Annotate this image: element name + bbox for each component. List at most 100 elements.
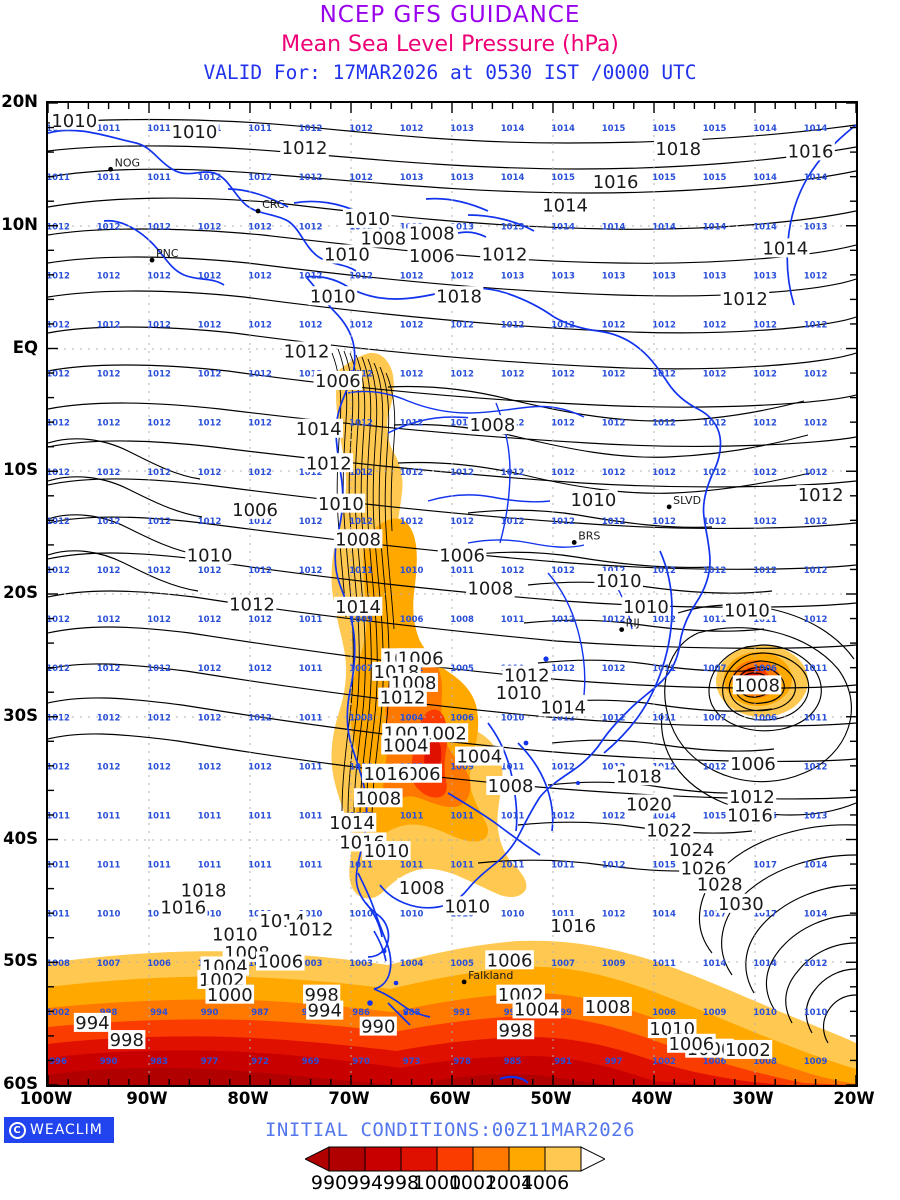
- grid-point-value: 1012: [299, 468, 323, 478]
- grid-point-value: 1012: [652, 615, 676, 625]
- contour-label-bg: [308, 286, 358, 306]
- grid-point-value: 1012: [248, 271, 272, 281]
- grid-point-value: 1006: [147, 959, 171, 969]
- grid-point-value: 1012: [602, 566, 626, 576]
- grid-point-value: 1011: [48, 910, 70, 920]
- initial-conditions-label: INITIAL CONDITIONS:00Z11MAR2026: [264, 1119, 636, 1141]
- colorbar-tick-labels: 990 994 998 1000 1002 1004 1006: [275, 1172, 635, 1198]
- grid-point-value: 1011: [652, 959, 676, 969]
- colorbar-tick-label: 994: [346, 1172, 384, 1194]
- grid-point-value: 1012: [753, 566, 777, 576]
- contour-label: 998: [498, 1020, 532, 1041]
- grid-point-value: 1012: [703, 419, 727, 429]
- grid-point-value: 1017: [703, 910, 727, 920]
- city-dot: [619, 627, 625, 632]
- grid-point-value: 1011: [248, 124, 272, 134]
- grid-point-value: 1017: [753, 861, 777, 871]
- colorbar-extend-low: [305, 1146, 330, 1172]
- grid-point-value: 1012: [97, 468, 121, 478]
- grid-point-value: 1012: [551, 615, 575, 625]
- grid-point-value: 1011: [248, 811, 272, 821]
- contour-label-bg: [419, 723, 469, 743]
- colorbar-tick-label: 990: [310, 1172, 348, 1194]
- contour-label: 1010: [187, 545, 233, 566]
- contour-label: 1024: [668, 840, 714, 861]
- grid-point-value: 990: [100, 1057, 118, 1067]
- grid-point-value: 1012: [602, 419, 626, 429]
- grid-point-value: 1012: [198, 517, 222, 527]
- grid-point-value: 1012: [198, 468, 222, 478]
- grid-point-value: 1010: [501, 910, 525, 920]
- contour-label-bg: [327, 812, 377, 832]
- grid-point-value: 1012: [48, 615, 70, 625]
- longitude-tick-label: 80W: [227, 1089, 269, 1108]
- contour-label: 1028: [697, 874, 743, 895]
- contour-label-bg: [159, 897, 208, 917]
- grid-point-value: 1012: [349, 173, 373, 183]
- grid-point-value: 1011: [753, 615, 777, 625]
- grid-point-value: 1012: [299, 370, 323, 380]
- contour-label: 1016: [160, 898, 206, 919]
- contour-label: 1000: [207, 985, 253, 1006]
- grid-point-value: 1012: [602, 664, 626, 674]
- grid-point-value: 1012: [400, 468, 424, 478]
- grid-point-value: 1011: [147, 173, 171, 183]
- coastlines: [48, 124, 856, 1084]
- grid-point-value: 1012: [147, 419, 171, 429]
- contour-label: 1016: [788, 141, 834, 162]
- grid-point-value: 1012: [97, 222, 121, 232]
- grid-point-value: 986: [352, 1008, 370, 1018]
- grid-point-value: 1012: [753, 370, 777, 380]
- grid-point-value: 1013: [551, 271, 575, 281]
- grid-point-value: 1012: [703, 468, 727, 478]
- contour-label-bg: [466, 578, 515, 598]
- grid-point-value: 1012: [602, 615, 626, 625]
- grid-point-value: 1014: [703, 222, 727, 232]
- colorbar-segment: [400, 1146, 438, 1172]
- contour-label: 1016: [550, 916, 596, 937]
- grid-point-value: 1011: [450, 811, 474, 821]
- colorbar-tick-label: 1000: [412, 1172, 462, 1194]
- contour-label: 1006: [315, 371, 361, 392]
- latitude-tick-label: 60S: [3, 1074, 38, 1093]
- grid-point-value: 1011: [703, 615, 727, 625]
- grid-point-value: 1012: [248, 370, 272, 380]
- grid-point-value: 985: [504, 1057, 522, 1067]
- grid-point-value: 1012: [652, 370, 676, 380]
- city-dot: [666, 504, 672, 510]
- contour-label: 1014: [296, 419, 342, 440]
- grid-point-value: 1015: [652, 861, 676, 871]
- grid-point-value: 1012: [501, 566, 525, 576]
- colorbar-extend-high: [580, 1146, 605, 1172]
- grid-point-value: 1012: [198, 762, 222, 772]
- longitude-tick-label: 60W: [429, 1089, 471, 1108]
- contour-label-bg: [280, 137, 329, 157]
- weaclim-label: WEACLIM: [30, 1122, 103, 1138]
- contour-label-bg: [333, 529, 383, 549]
- colorbar: [305, 1146, 605, 1172]
- grid-point-value: 1012: [147, 320, 171, 330]
- grid-point-value: 1012: [349, 320, 373, 330]
- grid-point-value: 1012: [602, 320, 626, 330]
- valid-time-label: VALID For: 17MAR2026 at 0530 IST /0000 U…: [203, 61, 697, 84]
- grid-point-value: 1012: [48, 419, 70, 429]
- grid-point-value: 969: [302, 1057, 320, 1067]
- contour-label: 1010: [324, 245, 370, 266]
- contour-label-bg: [725, 805, 775, 825]
- grid-point-value: 1015: [551, 173, 575, 183]
- contour-label: 1012: [380, 688, 426, 709]
- contour-label-bg: [667, 839, 716, 859]
- contour-label-bg: [502, 665, 552, 685]
- longitude-tick-label: 90W: [126, 1089, 168, 1108]
- contour-label-bg: [378, 687, 427, 707]
- grid-point-value: 1014: [753, 222, 777, 232]
- contour-label-bg: [437, 545, 487, 565]
- grid-point-value: 1012: [400, 124, 424, 134]
- contour-label: 1010: [310, 286, 356, 307]
- grid-point-value: 1010: [400, 910, 424, 920]
- grid-point-value: 988: [403, 1008, 421, 1018]
- grid-point-value: 1012: [652, 419, 676, 429]
- contour-label-bg: [210, 924, 260, 944]
- map-gridlines: [48, 103, 856, 1085]
